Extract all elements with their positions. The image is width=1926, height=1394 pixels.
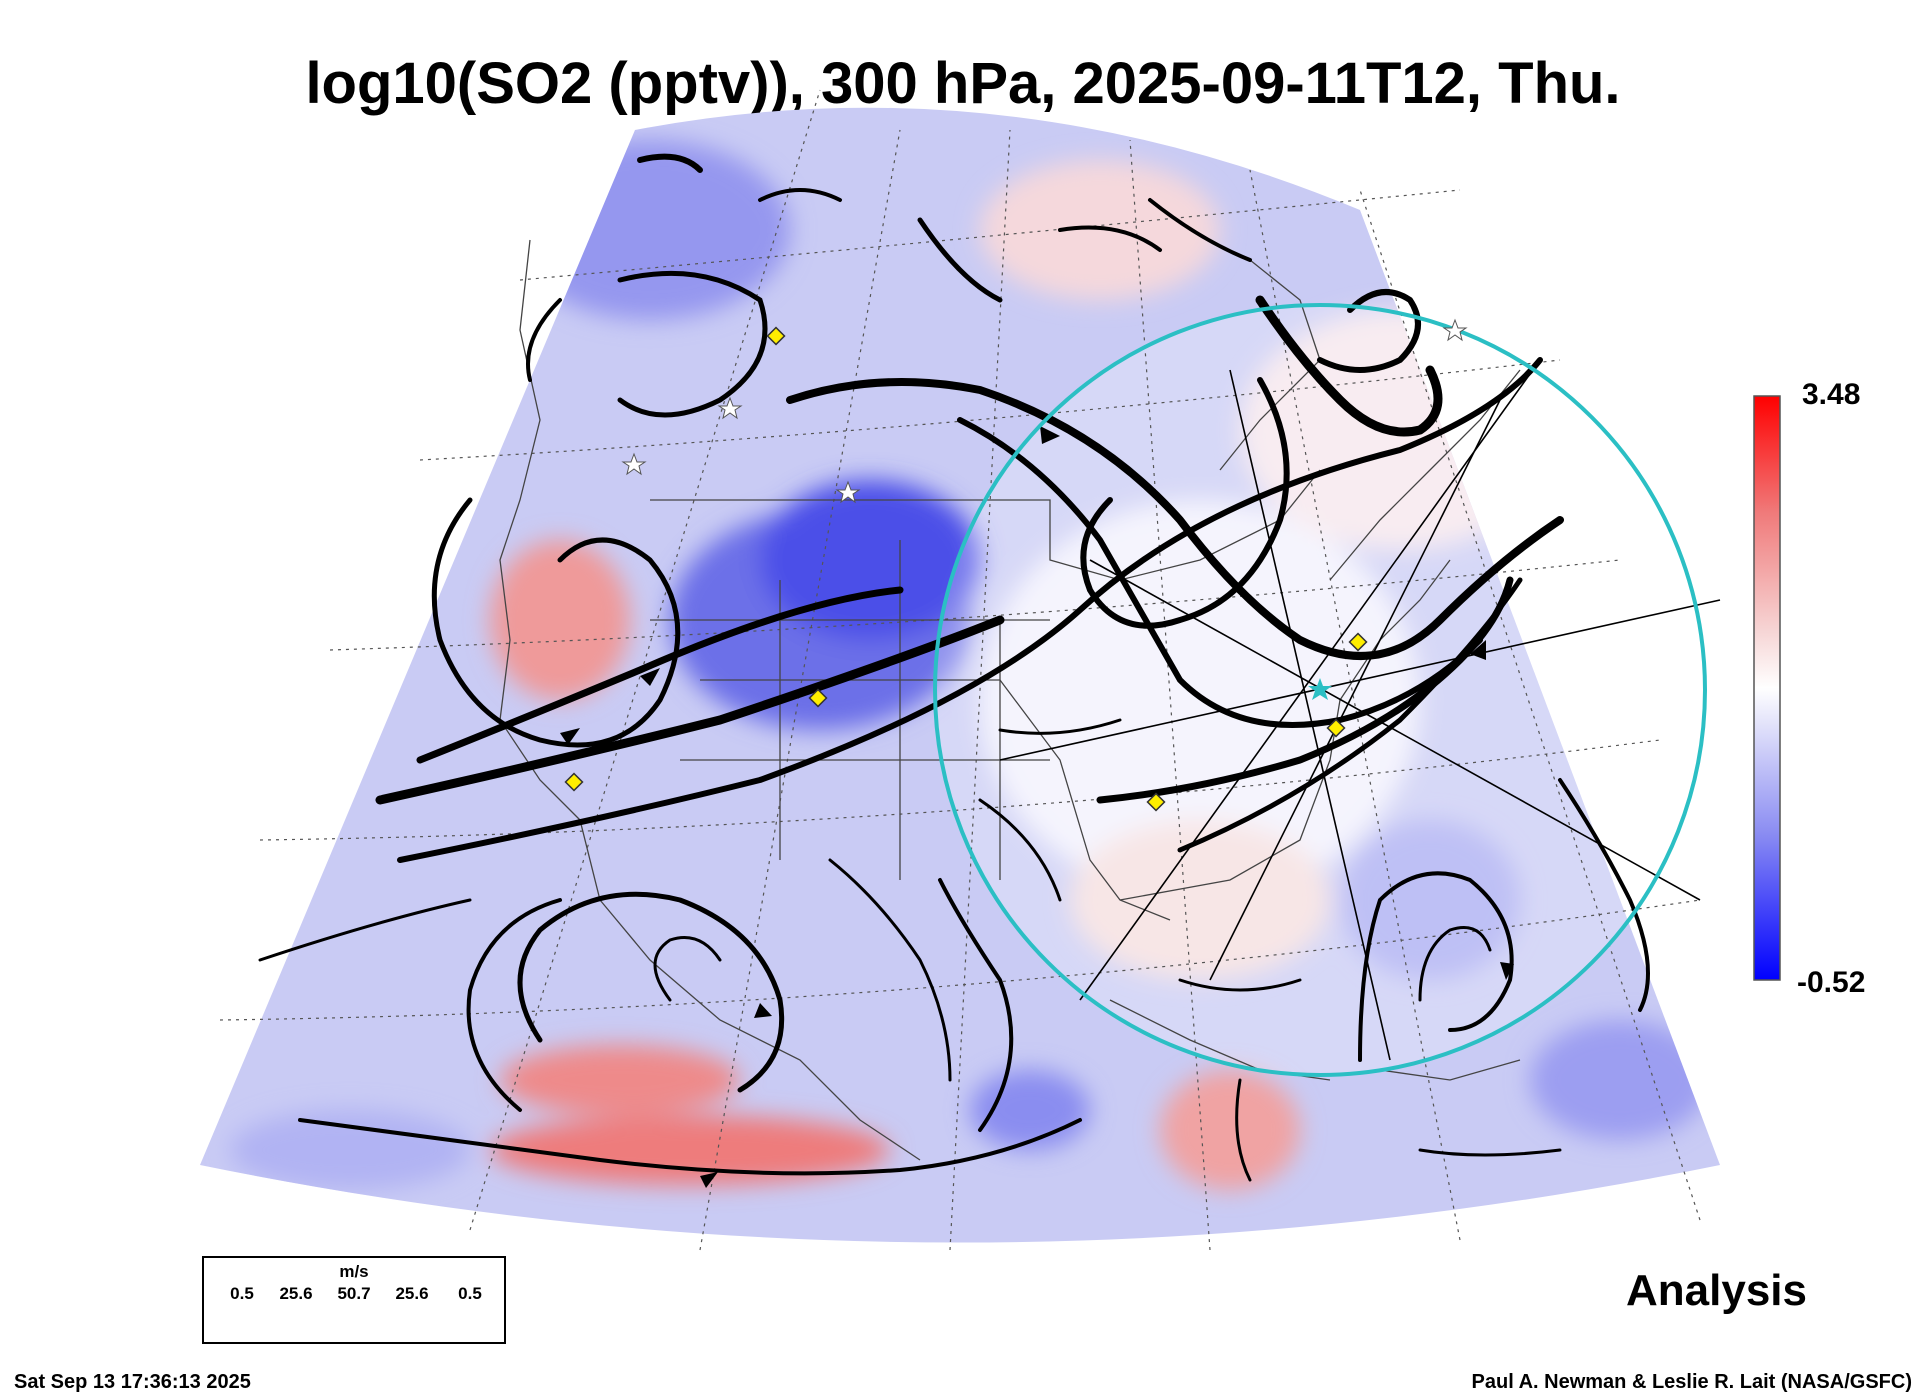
streamline-arrows — [560, 426, 1514, 1188]
streamline-arrow — [1500, 962, 1514, 980]
yellow-diamond-marker — [808, 688, 828, 708]
yellow-diamond-marker — [564, 772, 584, 792]
cyan-star-center-icon — [1308, 678, 1332, 700]
white-star-marker — [1442, 318, 1468, 342]
site-markers — [564, 326, 1368, 812]
so2-field — [200, 107, 1720, 1243]
star-markers — [621, 318, 1468, 504]
colorbar-max-label: 3.48 — [1802, 378, 1861, 411]
yellow-diamond-marker — [1146, 792, 1166, 812]
colorbar-min-label: -0.52 — [1797, 966, 1866, 999]
page-title: log10(SO2 (pptv)), 300 hPa, 2025-09-11T1… — [305, 51, 1621, 116]
yellow-diamond-marker — [1348, 632, 1368, 652]
wind-legend-value: 25.6 — [279, 1284, 313, 1303]
footer-timestamp: Sat Sep 13 17:36:13 2025 — [14, 1371, 251, 1393]
streamline-arrow — [1040, 426, 1060, 444]
footer-credit: Paul A. Newman & Leslie R. Lait (NASA/GS… — [1471, 1371, 1912, 1393]
flight-lines — [999, 359, 1721, 1061]
wind-legend-value: 0.5 — [458, 1284, 482, 1303]
range-circle — [933, 303, 1707, 1077]
white-star-marker — [717, 396, 743, 420]
streamline-arrow — [754, 1003, 772, 1018]
wind-legend-units: m/s — [339, 1262, 369, 1281]
yellow-diamond-marker — [1326, 718, 1346, 738]
yellow-diamond-marker — [766, 326, 786, 346]
white-star-marker — [621, 452, 647, 476]
streamline-arrow — [560, 728, 580, 745]
wind-legend-value: 0.5 — [230, 1284, 254, 1303]
colorbar — [1753, 395, 1781, 981]
wind-legend-value: 50.7 — [337, 1284, 371, 1303]
wind-legend-value: 25.6 — [395, 1284, 429, 1303]
streamline-arrow — [640, 668, 660, 686]
analysis-label: Analysis — [1626, 1266, 1807, 1315]
wind-legend: m/s 0.5 25.6 50.7 25.6 0.5 — [202, 1256, 506, 1344]
white-star-marker — [835, 480, 861, 504]
streamline-arrow — [700, 1172, 718, 1188]
